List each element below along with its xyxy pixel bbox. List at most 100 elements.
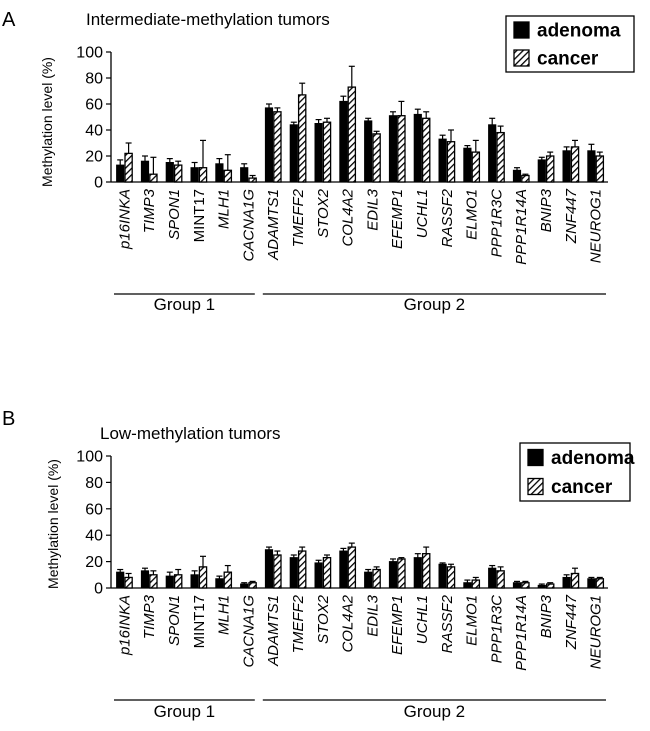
cancer-bar xyxy=(198,167,208,183)
cancer-bar xyxy=(248,177,257,183)
cancer-bar xyxy=(198,566,208,589)
cancer-bar xyxy=(248,582,257,589)
panel-a-letter: A xyxy=(2,9,16,31)
category-label: ZNF447 xyxy=(563,188,580,244)
category-label: NEUROG1 xyxy=(588,595,605,669)
category-label: SPON1 xyxy=(166,189,183,240)
cancer-bar xyxy=(273,111,282,183)
legend-label: cancer xyxy=(551,477,613,498)
adenoma-bar xyxy=(438,138,447,183)
adenoma-bar xyxy=(562,576,571,589)
cancer-bar xyxy=(322,556,332,589)
panel-b-letter: B xyxy=(2,408,15,430)
group-label: Group 1 xyxy=(154,295,215,314)
category-label: STOX2 xyxy=(315,188,332,238)
y-tick-label: 40 xyxy=(85,528,103,545)
adenoma-bar xyxy=(289,557,298,589)
y-tick-label: 60 xyxy=(85,97,103,114)
panel-a-group-brackets: Group 1 Group 2 xyxy=(114,293,606,314)
category-label: ELMO1 xyxy=(464,189,481,240)
cancer-bar xyxy=(595,578,605,589)
cancer-bar xyxy=(347,546,357,589)
category-label: TMEFF2 xyxy=(290,188,307,247)
adenoma-bar xyxy=(587,578,596,589)
adenoma-bar xyxy=(537,159,546,183)
category-label: EDIL3 xyxy=(364,594,381,636)
cancer-bar xyxy=(570,572,580,589)
cancer-bar xyxy=(421,117,431,183)
adenoma-bar xyxy=(413,557,422,589)
y-tick-label: 80 xyxy=(85,475,103,492)
adenoma-bar xyxy=(488,124,497,183)
category-label: PPP1R3C xyxy=(488,595,505,664)
cancer-bar xyxy=(124,576,133,589)
adenoma-legend-swatch xyxy=(527,448,544,467)
cancer-bar xyxy=(397,115,406,183)
cancer-bar xyxy=(545,583,555,589)
adenoma-bar xyxy=(339,100,348,183)
y-tick-label: 0 xyxy=(94,581,103,598)
panel-a-title: Intermediate-methylation tumors xyxy=(86,10,330,29)
category-label: BNIP3 xyxy=(538,594,555,638)
adenoma-bar xyxy=(388,115,398,183)
adenoma-bar xyxy=(562,150,571,183)
cancer-bar xyxy=(471,579,481,589)
cancer-bar xyxy=(521,174,530,183)
category-label: RASSF2 xyxy=(439,594,456,653)
adenoma-bar xyxy=(190,574,199,589)
adenoma-bar xyxy=(289,124,298,183)
adenoma-bar xyxy=(438,563,447,589)
adenoma-bar xyxy=(165,162,174,183)
panel-b-category-labels: p16INKA TIMP3 SPON1 MINT17 MLH1 CACNA1G ADAMTS… xyxy=(116,594,604,671)
category-label: p16INKA xyxy=(116,595,133,656)
category-label: TIMP3 xyxy=(141,594,158,639)
category-label: UCHL1 xyxy=(414,189,431,238)
adenoma-bar xyxy=(240,583,249,589)
category-label: p16INKA xyxy=(116,189,133,250)
cancer-bar xyxy=(496,570,505,589)
panel-b-y-axis-label: Methylation level (%) xyxy=(45,459,61,589)
y-tick-label: 0 xyxy=(94,175,103,192)
panel-a-legend: adenoma cancer xyxy=(505,15,635,73)
y-tick-label: 60 xyxy=(85,501,103,518)
cancer-bar xyxy=(297,550,307,589)
cancer-bar xyxy=(397,558,406,589)
y-tick-label: 100 xyxy=(76,449,103,466)
cancer-bar xyxy=(149,173,158,183)
panel-b-bars xyxy=(116,542,605,589)
group-label: Group 2 xyxy=(404,702,465,721)
category-label: TIMP3 xyxy=(141,188,158,233)
cancer-bar xyxy=(496,131,505,183)
cancer-bar xyxy=(347,86,357,183)
cancer-legend-swatch xyxy=(527,477,544,496)
category-label: STOX2 xyxy=(315,594,332,644)
category-label: RASSF2 xyxy=(439,188,456,247)
adenoma-bar xyxy=(339,550,348,589)
cancer-bar xyxy=(570,146,580,183)
category-label: CACNA1G xyxy=(240,595,257,668)
y-tick-label: 100 xyxy=(76,45,103,62)
panel-b-title: Low-methylation tumors xyxy=(100,424,280,443)
cancer-bar xyxy=(223,571,233,589)
adenoma-bar xyxy=(537,584,546,589)
category-label: NEUROG1 xyxy=(588,189,605,263)
cancer-bar xyxy=(545,155,555,183)
category-label: BNIP3 xyxy=(538,188,555,232)
category-label: SPON1 xyxy=(166,595,183,646)
adenoma-bar xyxy=(215,163,224,183)
cancer-bar xyxy=(372,133,381,183)
category-label: ZNF447 xyxy=(563,594,580,650)
category-label: MINT17 xyxy=(191,595,208,648)
panel-b-group-brackets: Group 1 Group 2 xyxy=(114,699,606,721)
y-tick-label: 80 xyxy=(85,71,103,88)
adenoma-bar xyxy=(364,571,373,589)
adenoma-bar xyxy=(488,567,497,589)
cancer-bar xyxy=(149,574,158,589)
category-label: CACNA1G xyxy=(240,189,257,262)
category-label: ADAMTS1 xyxy=(265,189,282,261)
adenoma-bar xyxy=(413,113,422,183)
category-label: EFEMP1 xyxy=(389,189,406,249)
group-label: Group 1 xyxy=(154,702,215,721)
legend-label: adenoma xyxy=(537,21,621,42)
